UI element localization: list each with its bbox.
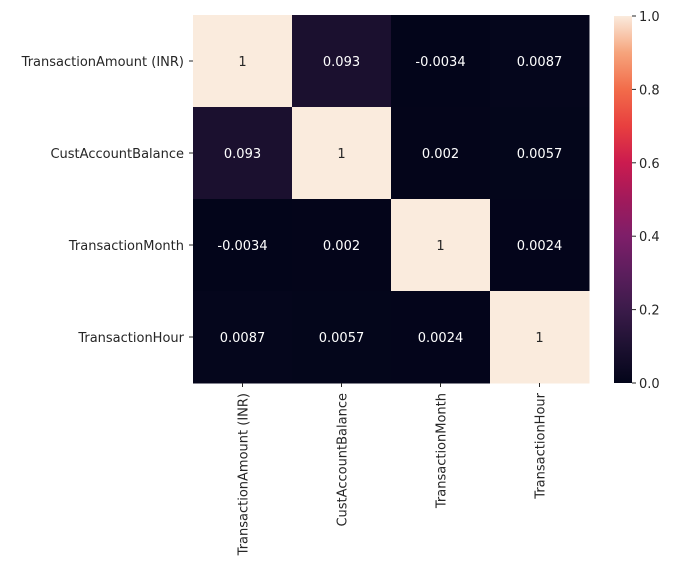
heatmap-cell <box>292 291 392 384</box>
heatmap-cell <box>490 15 590 108</box>
colorbar <box>614 16 632 383</box>
heatmap-cell <box>490 107 590 200</box>
heatmap-cell <box>193 291 293 384</box>
heatmap-annotations: 1 0.093 -0.0034 0.0087 0.093 1 0.002 0.0057 -0.0… <box>217 55 562 346</box>
heatmap-cell <box>391 291 491 384</box>
y-tick-label: TransactionMonth <box>68 239 184 254</box>
colorbar-tick-label: 0.4 <box>639 230 660 245</box>
heatmap-cells <box>193 15 590 384</box>
x-axis: TransactionAmount (INR) CustAccountBalanc… <box>237 383 549 556</box>
cell-annotation: 1 <box>436 239 444 254</box>
cell-annotation: 0.0087 <box>517 55 563 70</box>
heatmap-cell <box>193 15 293 108</box>
heatmap-cell <box>292 199 392 292</box>
colorbar-axis: 0.0 0.2 0.4 0.6 0.8 1.0 <box>632 10 660 392</box>
cell-annotation: 0.0087 <box>220 331 266 346</box>
cell-annotation: 1 <box>337 147 345 162</box>
y-tick-label: TransactionHour <box>77 331 184 346</box>
heatmap-cell <box>292 107 392 200</box>
x-tick-label: CustAccountBalance <box>336 393 351 527</box>
heatmap-cell <box>193 107 293 200</box>
heatmap-cell <box>193 199 293 292</box>
cell-annotation: 0.0024 <box>517 239 563 254</box>
colorbar-tick-label: 0.6 <box>639 157 660 172</box>
y-axis: TransactionAmount (INR) CustAccountBalanc… <box>21 55 193 346</box>
cell-annotation: 0.0057 <box>319 331 365 346</box>
cell-annotation: -0.0034 <box>217 239 267 254</box>
cell-annotation: -0.0034 <box>415 55 465 70</box>
heatmap-cell <box>391 199 491 292</box>
x-tick-label: TransactionAmount (INR) <box>237 393 252 556</box>
y-tick-label: CustAccountBalance <box>50 147 184 162</box>
heatmap-cell <box>490 199 590 292</box>
x-tick-label: TransactionMonth <box>435 393 450 509</box>
heatmap-cell <box>292 15 392 108</box>
heatmap-cell <box>391 107 491 200</box>
cell-annotation: 0.002 <box>422 147 459 162</box>
colorbar-tick-label: 0.0 <box>639 377 660 392</box>
heatmap-cell <box>490 291 590 384</box>
colorbar-tick-label: 1.0 <box>639 10 660 25</box>
heatmap-cell <box>391 15 491 108</box>
cell-annotation: 1 <box>535 331 543 346</box>
cell-annotation: 0.093 <box>323 55 360 70</box>
colorbar-tick-label: 0.8 <box>639 83 660 98</box>
colorbar-tick-label: 0.2 <box>639 304 660 319</box>
cell-annotation: 0.002 <box>323 239 360 254</box>
cell-annotation: 0.0024 <box>418 331 464 346</box>
cell-annotation: 0.0057 <box>517 147 563 162</box>
y-tick-label: TransactionAmount (INR) <box>21 55 184 70</box>
cell-annotation: 1 <box>238 55 246 70</box>
x-tick-label: TransactionHour <box>534 392 549 499</box>
cell-annotation: 0.093 <box>224 147 261 162</box>
